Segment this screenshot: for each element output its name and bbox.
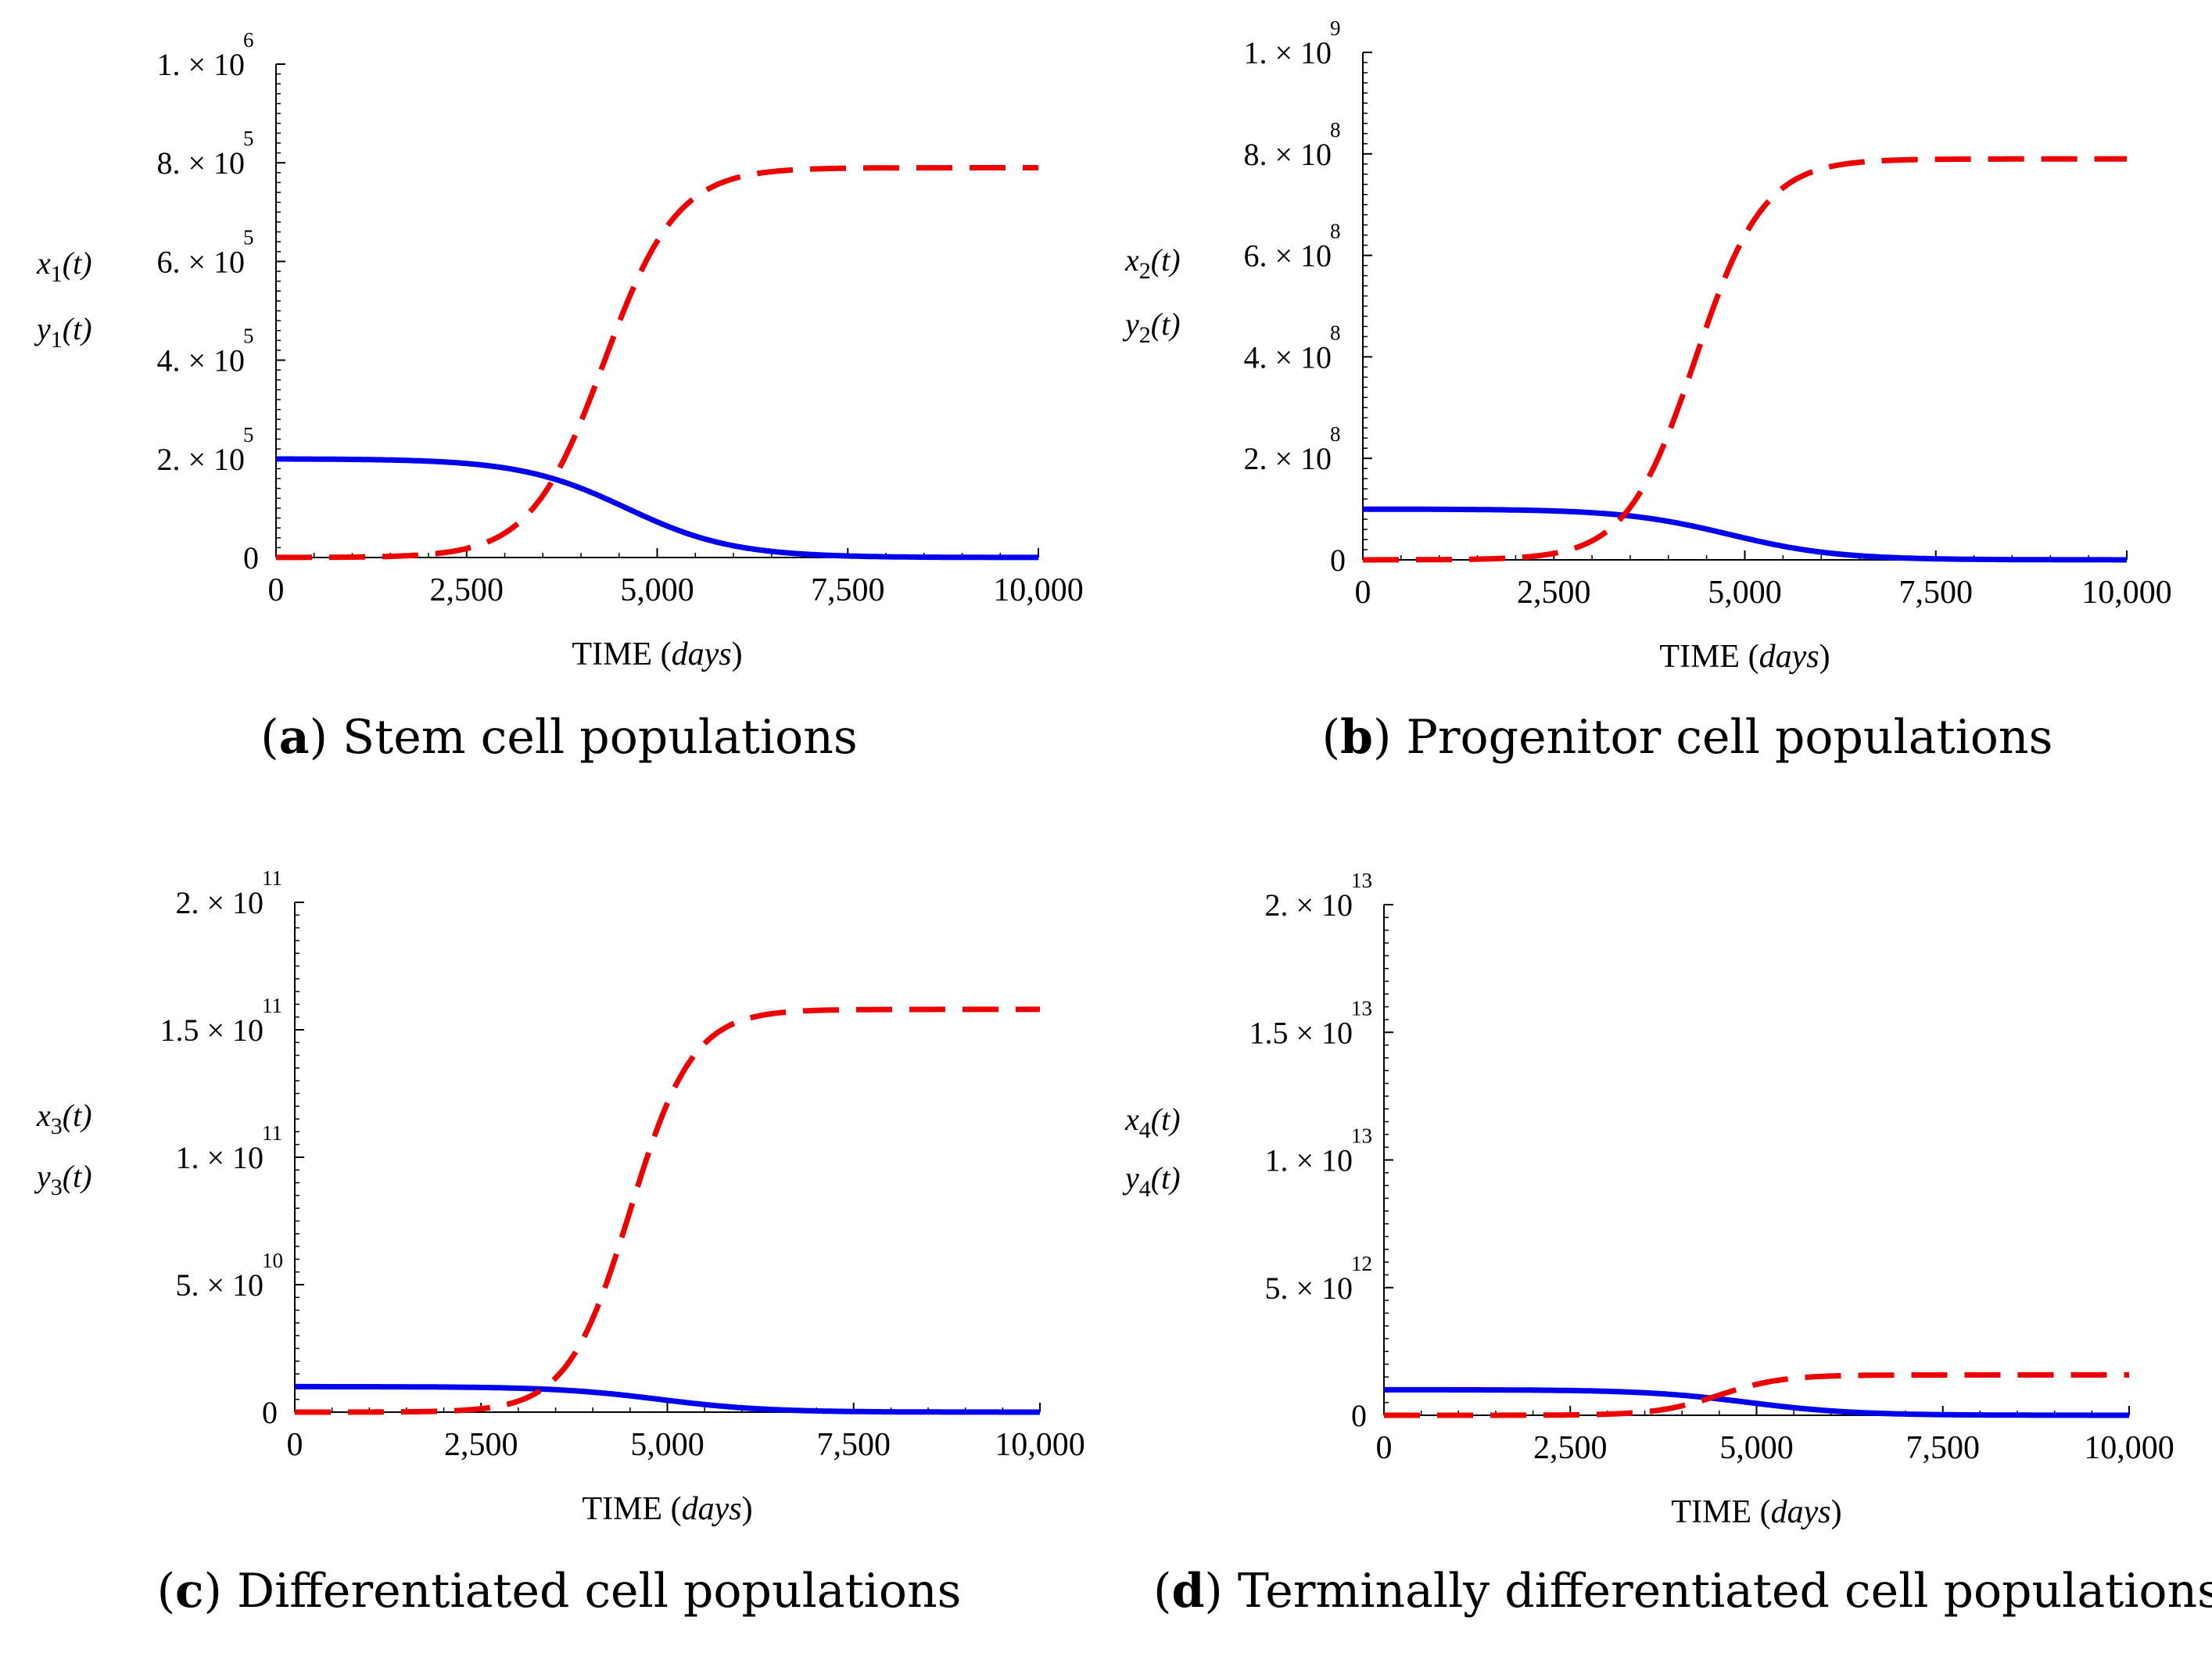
y-tick-label: 4. × 10 <box>156 343 245 378</box>
y-tick-label: 0 <box>1351 1398 1367 1433</box>
y-tick-exponent: 11 <box>262 994 282 1017</box>
x-tick-label: 7,500 <box>817 1427 891 1463</box>
x-tick-label: 10,000 <box>993 572 1084 608</box>
y-tick-label: 2. × 10 <box>1243 441 1332 476</box>
x-tick-label: 0 <box>287 1427 303 1463</box>
series-y-curve <box>1382 1371 2131 1418</box>
y-tick-exponent: 5 <box>243 225 254 249</box>
x-tick-label: 5,000 <box>1708 575 1782 611</box>
series-x-curve <box>1361 506 2128 563</box>
y-tick-label: 1. × 10 <box>175 1140 264 1175</box>
y-tick-label: 0 <box>262 1395 278 1430</box>
x-tick-label: 0 <box>1376 1430 1393 1466</box>
y-axis-label: y4(t) <box>1122 1160 1181 1202</box>
y-axis-label: y2(t) <box>1122 307 1181 348</box>
x-tick-label: 5,000 <box>1719 1430 1794 1466</box>
y-axis-label: y3(t) <box>34 1159 92 1200</box>
x-tick-label: 0 <box>268 572 285 608</box>
y-tick-label: 6. × 10 <box>156 244 245 279</box>
panel-caption: (b) Progenitor cell populations <box>1322 710 2053 765</box>
y-tick-label: 2. × 10 <box>156 442 245 477</box>
y-tick-exponent: 5 <box>243 127 254 150</box>
panel-caption: (a) Stem cell populations <box>260 710 857 765</box>
y-tick-label: 0 <box>1330 543 1346 578</box>
y-tick-exponent: 11 <box>262 866 282 890</box>
y-tick-label: 1. × 10 <box>1243 35 1332 70</box>
series-x-curve <box>1382 1386 2131 1418</box>
y-tick-label: 0 <box>243 540 259 575</box>
y-tick-exponent: 11 <box>262 1121 282 1145</box>
x-tick-label: 2,500 <box>444 1427 518 1463</box>
y-tick-label: 1. × 10 <box>156 47 245 82</box>
x-tick-label: 0 <box>1355 575 1371 611</box>
y-axis-label: y1(t) <box>34 311 92 353</box>
y-tick-exponent: 10 <box>262 1249 283 1272</box>
x-axis-label: TIME (days) <box>1671 1494 1841 1530</box>
y-axis-label: x3(t) <box>36 1098 92 1139</box>
x-axis-label: TIME (days) <box>582 1491 752 1527</box>
y-tick-label: 6. × 10 <box>1243 238 1332 274</box>
series-y-curve <box>293 1006 1041 1415</box>
y-tick-exponent: 13 <box>1351 996 1372 1020</box>
y-tick-label: 5. × 10 <box>1264 1271 1353 1306</box>
y-tick-exponent: 8 <box>1330 118 1341 142</box>
x-tick-label: 7,500 <box>811 572 885 608</box>
y-tick-exponent: 8 <box>1330 220 1341 243</box>
y-tick-label: 1.5 × 10 <box>1249 1015 1353 1050</box>
x-axis-label: TIME (days) <box>1659 639 1830 675</box>
y-tick-label: 8. × 10 <box>1243 137 1332 172</box>
x-tick-label: 10,000 <box>2084 1430 2174 1466</box>
series-x-curve <box>274 456 1040 561</box>
x-tick-label: 10,000 <box>995 1427 1085 1463</box>
y-axis-label: x4(t) <box>1124 1102 1181 1143</box>
x-tick-label: 5,000 <box>620 572 694 608</box>
y-tick-exponent: 5 <box>243 423 254 446</box>
y-tick-exponent: 5 <box>243 324 254 348</box>
series-x-curve <box>293 1383 1041 1415</box>
y-tick-label: 2. × 10 <box>1264 887 1353 923</box>
y-tick-label: 1.5 × 10 <box>160 1013 264 1048</box>
y-tick-label: 4. × 10 <box>1243 339 1332 375</box>
y-tick-exponent: 6 <box>243 28 254 52</box>
y-axis-label: x1(t) <box>36 246 92 287</box>
series-y-curve <box>1361 156 2128 563</box>
y-tick-label: 8. × 10 <box>156 145 245 181</box>
y-tick-label: 5. × 10 <box>175 1267 264 1303</box>
x-tick-label: 2,500 <box>1517 575 1591 611</box>
y-tick-exponent: 13 <box>1351 1124 1372 1148</box>
y-tick-exponent: 12 <box>1351 1252 1372 1275</box>
y-tick-exponent: 9 <box>1330 16 1341 40</box>
x-tick-label: 2,500 <box>1533 1430 1608 1466</box>
y-tick-label: 2. × 10 <box>175 885 264 920</box>
y-tick-exponent: 13 <box>1351 869 1372 892</box>
x-tick-label: 7,500 <box>1899 575 1974 611</box>
y-tick-exponent: 8 <box>1330 321 1341 344</box>
x-tick-label: 2,500 <box>430 572 504 608</box>
panel-caption: (d) Terminally differentiated cell popul… <box>1153 1564 2212 1619</box>
x-tick-label: 7,500 <box>1906 1430 1981 1466</box>
y-axis-label: x2(t) <box>1124 242 1181 284</box>
x-tick-label: 5,000 <box>630 1427 704 1463</box>
series-y-curve <box>274 165 1040 561</box>
y-tick-exponent: 8 <box>1330 422 1341 446</box>
x-tick-label: 10,000 <box>2081 575 2172 611</box>
panel-caption: (c) Differentiated cell populations <box>157 1564 962 1619</box>
y-tick-label: 1. × 10 <box>1264 1143 1353 1178</box>
x-axis-label: TIME (days) <box>572 636 742 672</box>
